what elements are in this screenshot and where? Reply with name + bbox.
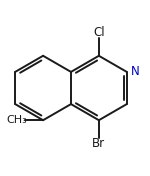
Text: N: N xyxy=(130,65,139,78)
Text: Br: Br xyxy=(92,137,105,150)
Text: Cl: Cl xyxy=(93,26,105,39)
Text: CH₃: CH₃ xyxy=(6,115,27,125)
